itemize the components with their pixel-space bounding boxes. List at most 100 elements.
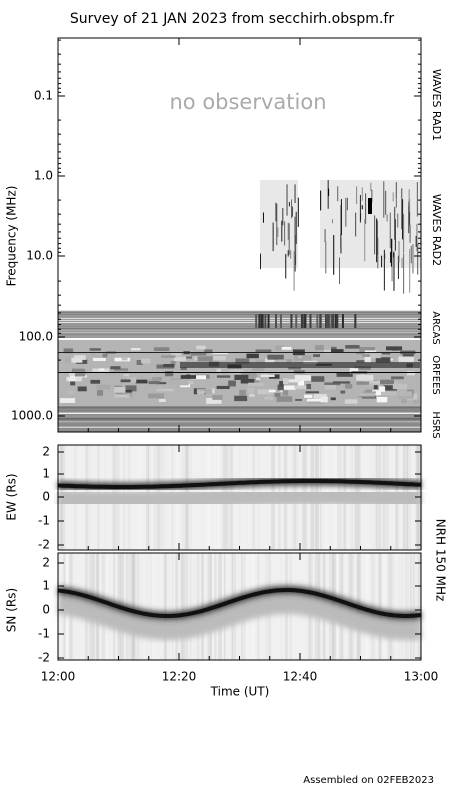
spectrogram-patch <box>77 386 87 392</box>
instrument-label: WAVES RAD1 <box>430 69 443 141</box>
nrh-streak <box>382 553 387 660</box>
nrh-streak <box>175 553 179 660</box>
spectrogram-streak <box>376 220 378 255</box>
spectrogram-patch <box>315 345 324 351</box>
nrh-streak <box>201 553 204 660</box>
spectrogram-streak <box>389 251 391 263</box>
instrument-label: ORFEES <box>430 355 441 395</box>
spectrogram-streak <box>264 314 267 328</box>
spectrogram-streak <box>394 206 396 240</box>
spectrogram-patch <box>114 394 130 398</box>
spectrogram-patch <box>173 356 187 362</box>
spectrogram-streak <box>297 197 299 227</box>
spectrogram-patch <box>336 372 353 377</box>
spectrogram-patch <box>267 354 284 360</box>
spectrogram-patch <box>288 379 301 383</box>
spectrogram-patch <box>120 379 131 383</box>
spectrogram-row <box>58 409 421 412</box>
spectrogram-patch <box>324 382 341 386</box>
y-tick-label: 1.0 <box>34 169 53 183</box>
spectrogram-patch <box>367 383 382 386</box>
x-tick-label: 13:00 <box>404 670 439 684</box>
spectrogram-patch <box>234 395 248 402</box>
spectrogram-streak <box>286 184 288 216</box>
spectrogram-row <box>58 423 421 426</box>
spectrogram-patch <box>369 352 381 359</box>
spectrogram-patch <box>407 371 415 376</box>
spectrogram-streak <box>294 216 296 256</box>
spectrogram-streak <box>290 314 293 328</box>
y-tick-label: -1 <box>38 514 50 528</box>
nrh-streak <box>387 553 390 660</box>
spectrogram-patch <box>345 345 360 349</box>
spectrogram-patch <box>340 390 346 394</box>
spectrogram-streak <box>408 201 410 234</box>
spectrogram-patch <box>228 369 244 375</box>
spectrogram-patch <box>240 378 255 384</box>
spectrogram-patch <box>364 357 371 363</box>
spectrogram-streak <box>294 252 296 272</box>
spectrogram-row <box>58 426 421 428</box>
spectrogram-patch <box>305 391 319 394</box>
spectrogram-streak <box>304 314 307 328</box>
y-axis-label: EW (Rs) <box>5 473 19 520</box>
spectrogram-patch <box>356 374 374 381</box>
spectrogram-streak <box>288 223 290 255</box>
spectrogram-patch <box>204 349 213 353</box>
spectrogram-patch <box>402 353 414 358</box>
spectrogram-streak <box>340 199 342 235</box>
nrh-streak <box>184 553 188 660</box>
nrh-streak <box>401 553 404 660</box>
spectrogram-streak <box>383 181 385 218</box>
spectrogram-streak <box>370 182 372 192</box>
spectrogram-streak <box>416 182 418 217</box>
spectrogram-patch <box>156 388 174 392</box>
spectrogram-patch <box>320 396 328 403</box>
spectrogram-streak <box>275 202 277 222</box>
spectrogram-patch <box>97 390 104 396</box>
y-axis-label: SN (Rs) <box>5 588 19 632</box>
spectrogram-streak <box>416 223 418 252</box>
spectrogram-patch <box>324 384 336 390</box>
spectrogram-streak <box>272 222 274 252</box>
spectrogram-line <box>58 352 421 353</box>
y-axis-label: Frequency (MHz) <box>5 186 19 287</box>
spectrogram-patch <box>304 394 313 398</box>
spectrogram-row <box>58 326 421 327</box>
spectrogram-patch <box>255 359 265 364</box>
spectrogram-patch <box>65 357 76 364</box>
spectrogram-patch <box>180 375 197 379</box>
spectrogram-streak <box>316 314 319 328</box>
spectrogram-streak <box>290 250 292 259</box>
spectrogram-streak <box>417 244 419 275</box>
nrh-streak <box>131 553 134 660</box>
spectrogram-patch <box>213 355 226 361</box>
spectrogram-patch <box>91 351 96 356</box>
spectrogram-streak <box>291 206 293 217</box>
spectrogram-streak <box>361 187 363 201</box>
spectrogram-streak <box>403 213 405 253</box>
spectrogram-patch <box>70 381 76 386</box>
spectrogram-streak <box>409 224 411 243</box>
spectrogram-streak <box>330 314 333 328</box>
nrh-streak <box>196 553 200 660</box>
spectrogram-patch <box>373 385 378 390</box>
spectrogram-patch <box>283 378 289 385</box>
nrh-streak <box>161 553 166 660</box>
spectrogram-streak <box>393 252 395 291</box>
spectrogram-patch <box>293 370 305 374</box>
spectrogram-patch <box>331 346 337 350</box>
spectrogram-streak <box>345 197 347 227</box>
spectrogram-patch <box>358 392 375 397</box>
spectrogram-patch <box>279 385 296 390</box>
spectrogram-patch <box>311 376 325 382</box>
spectrogram-patch <box>267 393 272 399</box>
x-tick-label: 12:40 <box>283 670 318 684</box>
spectrogram-streak <box>340 233 342 248</box>
spectrogram-streak <box>295 211 297 245</box>
nrh-streak <box>190 553 192 660</box>
spectrogram-patch <box>381 392 397 396</box>
spectrogram-line <box>58 372 421 373</box>
spectrogram-streak <box>288 202 290 207</box>
